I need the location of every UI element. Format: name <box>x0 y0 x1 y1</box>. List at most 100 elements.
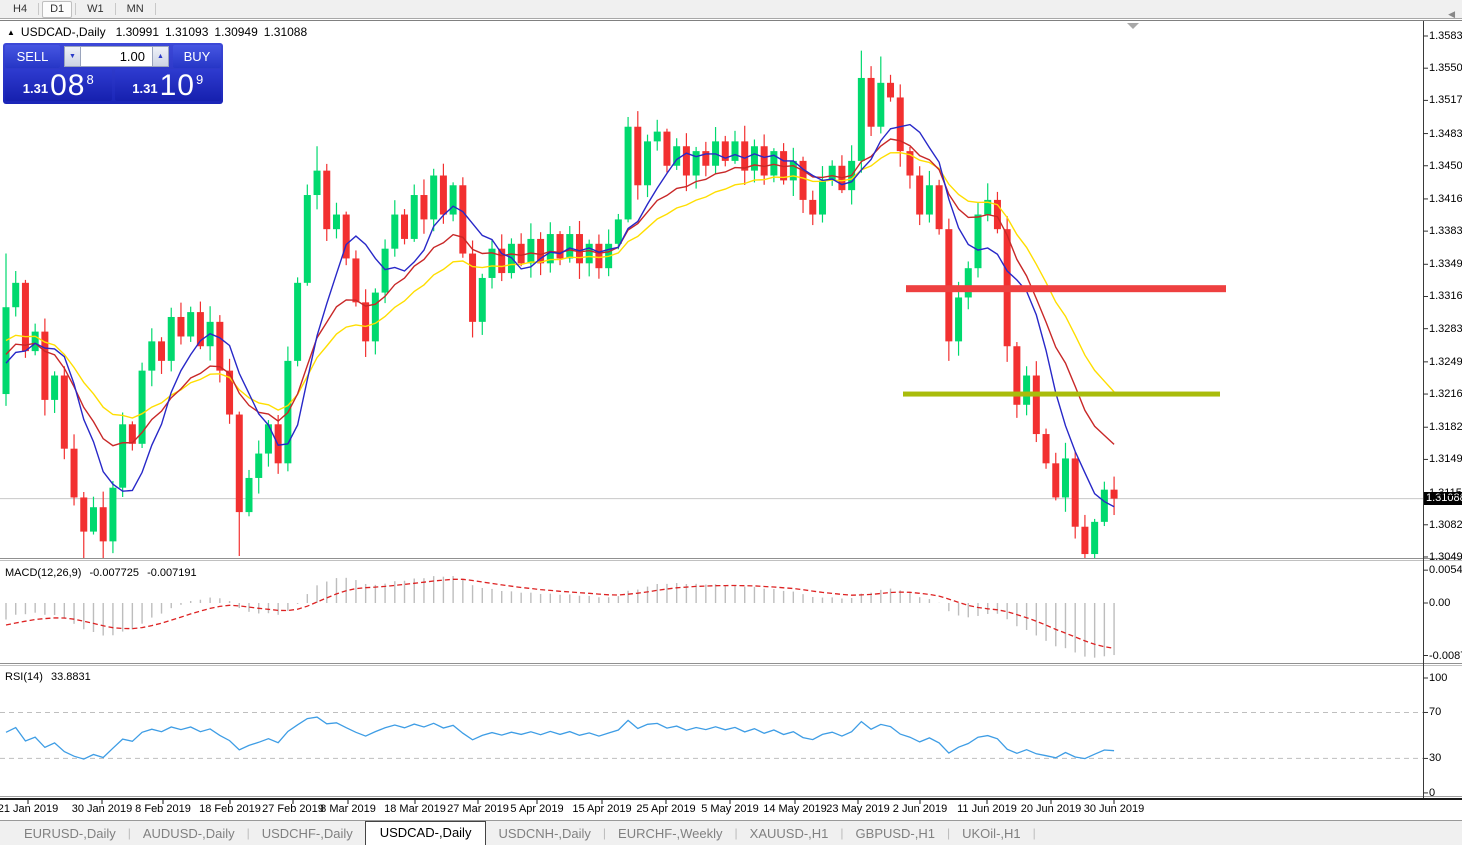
date-tick-label: 8 Mar 2019 <box>320 803 376 815</box>
axis-tick-label: 0.00 <box>1429 597 1451 609</box>
date-tick-label: 23 May 2019 <box>826 803 890 815</box>
chart-title: ▲ USDCAD-,Daily 1.30991 1.31093 1.30949 … <box>7 25 313 39</box>
buy-price-base: 1.31 <box>132 81 158 96</box>
tab-separator: | <box>602 826 607 840</box>
axis-tick-label: 1.35170 <box>1429 94 1462 107</box>
macd-main-value: -0.007725 <box>89 567 140 579</box>
axis-tick-label: 0.005474 <box>1429 564 1462 577</box>
one-click-trading-panel: SELL ▼ 1.00 ▲ BUY 1.31 08 8 1.31 10 9 <box>3 43 223 104</box>
timeframe-button-h4[interactable]: H4 <box>13 2 28 15</box>
date-tick-label: 20 Jun 2019 <box>1020 803 1082 815</box>
sell-price-pips: 08 <box>50 69 86 102</box>
axis-tick-label: -0.008752 <box>1429 649 1462 662</box>
candles-layer <box>0 50 1423 558</box>
macd-name: MACD(12,26,9) <box>5 567 82 579</box>
axis-tick-label: 70 <box>1429 706 1442 719</box>
rsi-indicator-label: RSI(14) 33.8831 <box>5 671 96 683</box>
price-axis[interactable]: 1.31088 1.35830 1.35500 1.35170 1.34830 1.34… <box>1424 0 1462 845</box>
tab-separator: | <box>246 826 250 840</box>
sell-button[interactable]: SELL <box>5 45 60 68</box>
chart-tabbar: EURUSD-,Daily | AUDUSD-,Daily | USDCHF-,Dail… <box>0 820 1462 845</box>
title-symbol: USDCAD-,Daily <box>20 25 106 39</box>
title-open: 1.30991 <box>115 25 159 39</box>
sell-price-display[interactable]: 1.31 08 8 <box>5 69 112 101</box>
date-tick-label: 18 Feb 2019 <box>199 803 261 815</box>
axis-tick-label: 1.33160 <box>1429 290 1462 303</box>
date-tick-label: 18 Mar 2019 <box>384 803 446 815</box>
date-tick-label: 11 Jun 2019 <box>957 803 1017 815</box>
date-axis[interactable]: 21 Jan 2019 30 Jan 2019 8 Feb 2019 18 Feb 2… <box>0 803 1423 818</box>
title-close: 1.31088 <box>263 25 308 39</box>
chart-tab-ukoil-h1[interactable]: UKOil-,H1 <box>962 826 1021 841</box>
date-tick-label: 14 May 2019 <box>763 803 827 815</box>
chart-tab-usdcad-daily[interactable]: USDCAD-,Daily <box>364 821 487 845</box>
axis-tick-label: 1.33830 <box>1429 225 1462 238</box>
timeframe-toolbar: H4 D1 W1 MN <box>0 0 1462 19</box>
tab-separator: | <box>734 826 738 840</box>
date-tick-label: 5 May 2019 <box>701 803 759 815</box>
axis-tick-label: 1.35830 <box>1429 30 1462 42</box>
axis-tick-label: 1.32490 <box>1429 355 1462 368</box>
axis-tick-label: 30 <box>1429 752 1442 765</box>
macd-panel-layer <box>5 575 1115 658</box>
axis-tick-label: 1.31150 <box>1429 486 1462 499</box>
axis-tick-label: 1.31490 <box>1429 453 1462 466</box>
axis-tick-label: 1.35500 <box>1429 62 1462 75</box>
axis-tick-label: 1.34830 <box>1429 127 1462 140</box>
date-tick-label: 25 Apr 2019 <box>636 803 696 815</box>
tab-separator: | <box>127 826 131 840</box>
axis-tick-label: 100 <box>1429 672 1448 684</box>
axis-tick-label: 0 <box>1429 786 1436 799</box>
macd-signal-value: -0.007191 <box>147 567 197 579</box>
current-price-tag: 1.31088 <box>1424 492 1462 506</box>
rsi-panel-layer <box>0 711 1423 760</box>
date-tick-label: 2 Jun 2019 <box>892 803 948 815</box>
tab-separator: | <box>840 826 844 840</box>
chart-tab-eurusd-daily[interactable]: EURUSD-,Daily <box>24 826 116 841</box>
axis-tick-label: 1.30820 <box>1429 518 1462 531</box>
toolbar-separator <box>75 3 77 15</box>
axis-tick-label: 1.31820 <box>1429 421 1462 434</box>
timeframe-button-d1[interactable]: D1 <box>42 0 73 18</box>
tab-separator: | <box>1032 826 1036 840</box>
latest-bar-marker-icon[interactable] <box>1127 23 1139 29</box>
date-tick-label: 27 Feb 2019 <box>262 803 324 815</box>
chart-tab-eurchf-weekly[interactable]: EURCHF-,Weekly <box>618 826 723 841</box>
buy-price-point: 9 <box>195 72 204 87</box>
date-tick-label: 30 Jan 2019 <box>71 803 133 815</box>
symbol-collapse-icon[interactable]: ▲ <box>7 27 15 37</box>
axis-tick-label: 1.34500 <box>1429 159 1462 172</box>
buy-price-pips: 10 <box>159 69 195 102</box>
chart-tab-audusd-daily[interactable]: AUDUSD-,Daily <box>142 826 235 841</box>
volume-stepper: ▼ 1.00 ▲ <box>64 46 169 67</box>
title-high: 1.31093 <box>165 25 209 39</box>
date-tick-label: 27 Mar 2019 <box>447 803 509 815</box>
buy-button[interactable]: BUY <box>173 45 221 68</box>
chart-tab-gbpusd-h1[interactable]: GBPUSD-,H1 <box>855 826 935 841</box>
chart-tab-usdchf-daily[interactable]: USDCHF-,Daily <box>261 826 353 841</box>
buy-price-display[interactable]: 1.31 10 9 <box>114 69 221 102</box>
volume-up-icon[interactable]: ▲ <box>152 46 169 67</box>
tabbar-scroll-left-icon[interactable]: ◀ <box>1448 9 1455 19</box>
chart-tab-usdcnh-daily[interactable]: USDCNH-,Daily <box>498 826 591 841</box>
volume-down-icon[interactable]: ▼ <box>64 46 81 67</box>
timeframe-button-w1[interactable]: W1 <box>87 2 104 15</box>
axis-tick-label: 1.34160 <box>1429 192 1462 205</box>
volume-input[interactable]: 1.00 <box>81 46 152 67</box>
tab-separator: | <box>947 826 951 840</box>
rsi-value: 33.8831 <box>50 671 91 683</box>
timeframe-button-mn[interactable]: MN <box>126 2 144 15</box>
chart-tab-xauusd-h1[interactable]: XAUUSD-,H1 <box>749 826 829 841</box>
date-tick-label: 8 Feb 2019 <box>135 803 191 815</box>
sell-price-base: 1.31 <box>22 81 49 96</box>
toolbar-separator <box>38 3 40 15</box>
sell-price-point: 8 <box>86 72 94 87</box>
macd-indicator-label: MACD(12,26,9) -0.007725 -0.007191 <box>5 567 202 579</box>
date-tick-label: 15 Apr 2019 <box>572 803 632 815</box>
toolbar-separator <box>154 3 156 15</box>
axis-tick-label: 1.32160 <box>1429 388 1462 401</box>
toolbar-separator <box>114 3 116 15</box>
